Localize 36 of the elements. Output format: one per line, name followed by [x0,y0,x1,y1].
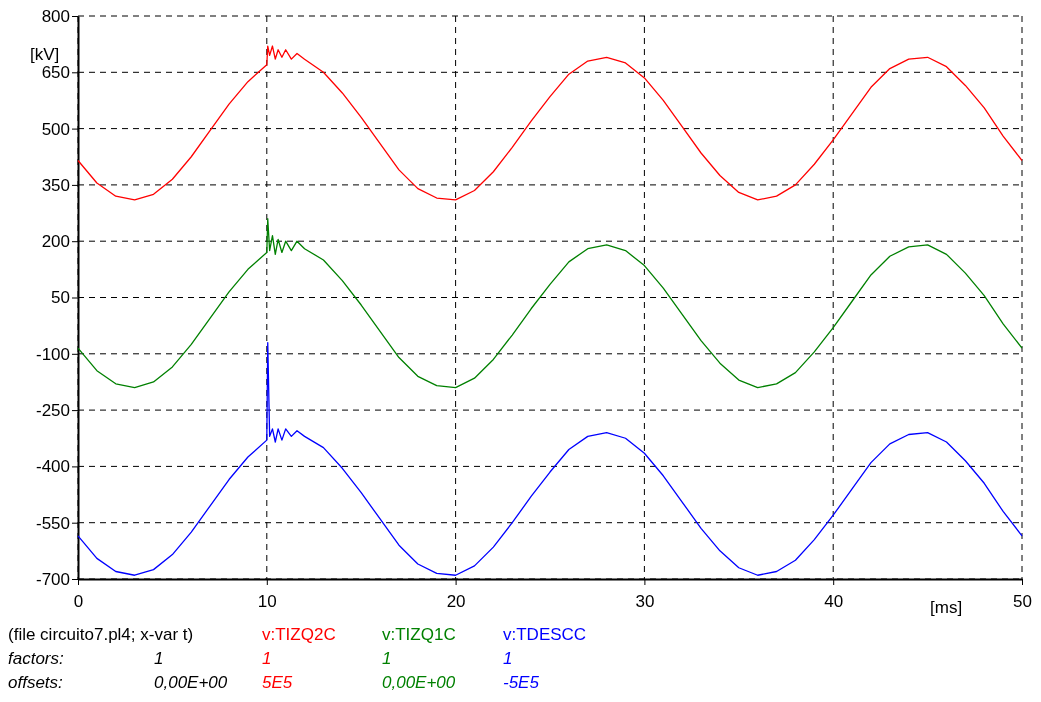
x-tick-label: 20 [446,591,466,611]
text: v:TIZQ1C [382,625,456,644]
y-tick-label: 350 [41,175,70,195]
text: v:TDESCC [503,625,587,644]
y-tick-label: 200 [41,232,70,252]
x-tick-label: 40 [824,591,844,611]
text: 5E5 [262,673,293,692]
y-tick-label: -550 [35,513,70,533]
x-axis-title: [ms] [930,598,963,617]
y-tick-label: 800 [41,6,70,26]
line-series [77,218,1023,389]
y-tick-label: 50 [51,288,70,308]
y-tick-label: -700 [35,569,70,589]
x-tick-label: 0 [73,591,84,611]
y-axis-title: [kV] [30,45,60,64]
text: offsets: [8,673,64,692]
text: 1 [382,649,392,668]
x-tick-label: 30 [635,591,655,611]
text: 0,00E+00 [154,673,228,692]
text: 1 [262,649,272,668]
line-series [77,341,1023,576]
text: (file circuito7.pl4; x-var t) [8,625,194,644]
text: 1 [503,649,513,668]
y-tick-label: 650 [41,63,70,83]
x-tick-label: 50 [1013,591,1032,611]
text: factors: [8,649,65,668]
y-tick-label: 500 [41,119,70,139]
text: 0,00E+00 [382,673,456,692]
x-tick-label: 10 [257,591,277,611]
y-tick-label: -250 [35,401,70,421]
line-series [77,45,1023,201]
y-tick-label: -100 [35,344,70,364]
text: v:TIZQ2C [262,625,336,644]
text: 1 [154,649,164,668]
text: -5E5 [503,673,540,692]
y-tick-label: -400 [35,457,70,477]
